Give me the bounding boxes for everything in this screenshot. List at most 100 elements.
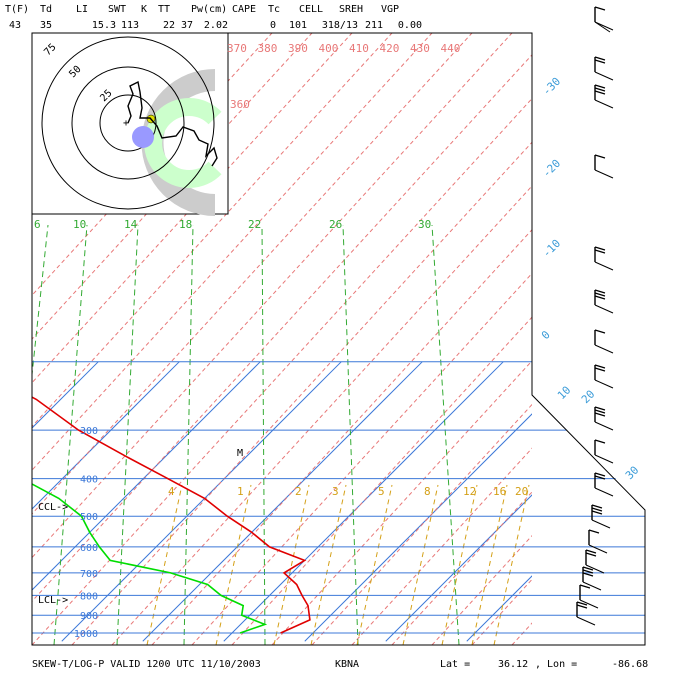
wind-barb-top	[594, 21, 611, 33]
stat-label: SWT	[108, 4, 126, 15]
wind-barb-flag	[594, 364, 606, 369]
isotherm-lines	[0, 361, 680, 642]
wind-barb-flag	[594, 295, 606, 300]
wind-barb-flag	[585, 549, 597, 554]
stat-value: 211	[365, 20, 383, 31]
isotherm-tick: -20	[540, 157, 563, 180]
stats-values-row: 43 35 15.3 113 22 37 2.02 0 101 318/13 211 0.00	[9, 20, 422, 31]
wind-barb-flag	[591, 504, 603, 509]
isotherm-line	[142, 361, 423, 642]
mixing-ratio-line-low	[441, 484, 478, 645]
wind-barb-flag	[594, 439, 606, 444]
wind-barb-base	[594, 21, 614, 31]
wind-barb-flag	[594, 475, 606, 480]
stat-label: VGP	[381, 4, 399, 15]
wind-barb-flag	[594, 292, 606, 297]
theta-tick: 440	[441, 42, 461, 55]
mixing-ratio-line-low	[146, 484, 183, 645]
stat-value: 35	[40, 20, 52, 31]
mixing-ratio-line	[261, 224, 266, 645]
mixing-ratio-tick: 10	[73, 218, 86, 231]
mixing-ratio-line-low	[402, 484, 439, 645]
stat-value: 37	[181, 20, 193, 31]
wind-barb-base	[594, 169, 614, 179]
dry-adiabat-line	[431, 534, 532, 645]
dry-adiabat-line	[32, 54, 532, 603]
pressure-tick: 1000	[74, 629, 98, 640]
stat-label: T(F)	[5, 4, 29, 15]
lon-value: -86.68	[612, 659, 648, 670]
mixing-ratio-tick: 30	[418, 218, 431, 231]
isobar-lines	[32, 361, 645, 634]
theta-tick: 420	[380, 42, 400, 55]
isotherm-tick: -30	[540, 75, 563, 98]
mixing-ratio-line-low	[493, 484, 530, 645]
pressure-tick: 700	[80, 569, 98, 580]
wind-barb-base	[594, 454, 614, 464]
wind-barb-flag	[594, 367, 606, 372]
wind-barb-flag	[594, 90, 606, 95]
wind-barb-base	[594, 344, 614, 354]
wind-barb-base	[579, 599, 599, 609]
mixing-ratio-tick: 14	[124, 218, 138, 231]
wind-barb-base	[594, 487, 614, 497]
theta-tick-labels: 360 370 380 390 400 410 420 430 440	[227, 42, 460, 111]
wind-barb-flag	[582, 569, 594, 574]
isotherm-tick: 30	[623, 464, 642, 483]
mixing-ratio-tick-low: 8	[424, 485, 431, 498]
theta-tick: 390	[288, 42, 308, 55]
dry-adiabat-line	[592, 0, 680, 645]
wind-barb-base	[591, 519, 611, 529]
dry-adiabat-line	[672, 0, 680, 645]
stat-value: 0.00	[398, 20, 422, 31]
wind-barb-flag	[594, 412, 606, 417]
wind-barb-flag	[594, 56, 606, 61]
wind-barb-flag	[594, 472, 606, 477]
mixing-ratio-lines	[32, 224, 530, 645]
lat-label: Lat =	[440, 659, 470, 670]
wind-barb-base	[585, 564, 605, 574]
mixing-ratio-tick-low: 3	[332, 485, 339, 498]
stat-value: 43	[9, 20, 21, 31]
mixing-ratio-tick-low: 20	[515, 485, 528, 498]
isotherm-line	[548, 362, 680, 641]
stat-label: Tc	[268, 4, 280, 15]
dry-adiabat-line	[471, 578, 532, 645]
ccl-label: CCL->	[38, 502, 68, 513]
hodograph-ring	[99, 94, 157, 152]
dry-adiabat-line	[32, 33, 353, 384]
stat-value: 101	[289, 20, 307, 31]
mixing-ratio-line-low	[471, 484, 508, 645]
plot-area	[0, 0, 680, 646]
stat-label: CELL	[299, 4, 323, 15]
dry-adiabat-line	[32, 33, 433, 471]
isotherm-line	[0, 362, 17, 641]
wind-barb-flag	[588, 529, 600, 534]
wind-barb-base	[582, 581, 602, 591]
wind-barb-flag	[591, 507, 603, 512]
wind-barb-flag	[594, 246, 606, 251]
storm-motion-marker	[132, 126, 154, 148]
stat-value: 0	[270, 20, 276, 31]
wind-barb-base	[594, 421, 614, 431]
dry-adiabat-line	[111, 185, 532, 645]
mixing-ratio-tick-low: 16	[493, 485, 506, 498]
mixing-ratio-tick-low: 2	[295, 485, 302, 498]
mixing-ratio-line-low	[310, 484, 347, 645]
stat-label: K	[141, 4, 147, 15]
mixing-ratio-line	[431, 224, 460, 645]
wind-barb-flag	[594, 249, 606, 254]
stat-value: 113	[121, 20, 139, 31]
mixing-ratio-tick: 22	[248, 218, 261, 231]
footer: SKEW-T/LOG-P VALID 1200 UTC 11/10/2003 K…	[32, 659, 648, 670]
wind-barb-base	[594, 261, 614, 271]
wind-barb-flag	[594, 87, 606, 92]
pressure-tick: 400	[80, 475, 98, 486]
mixing-ratio-line	[183, 224, 194, 645]
mixing-ratio-line-low	[356, 484, 393, 645]
theta-tick: 380	[258, 42, 278, 55]
mixing-ratio-tick-labels: 6 10 14 18 22 26 304 1 2 3 5 8 12 16 20	[34, 218, 528, 498]
wind-barb-base	[576, 616, 596, 626]
dry-adiabat-line	[552, 0, 680, 645]
